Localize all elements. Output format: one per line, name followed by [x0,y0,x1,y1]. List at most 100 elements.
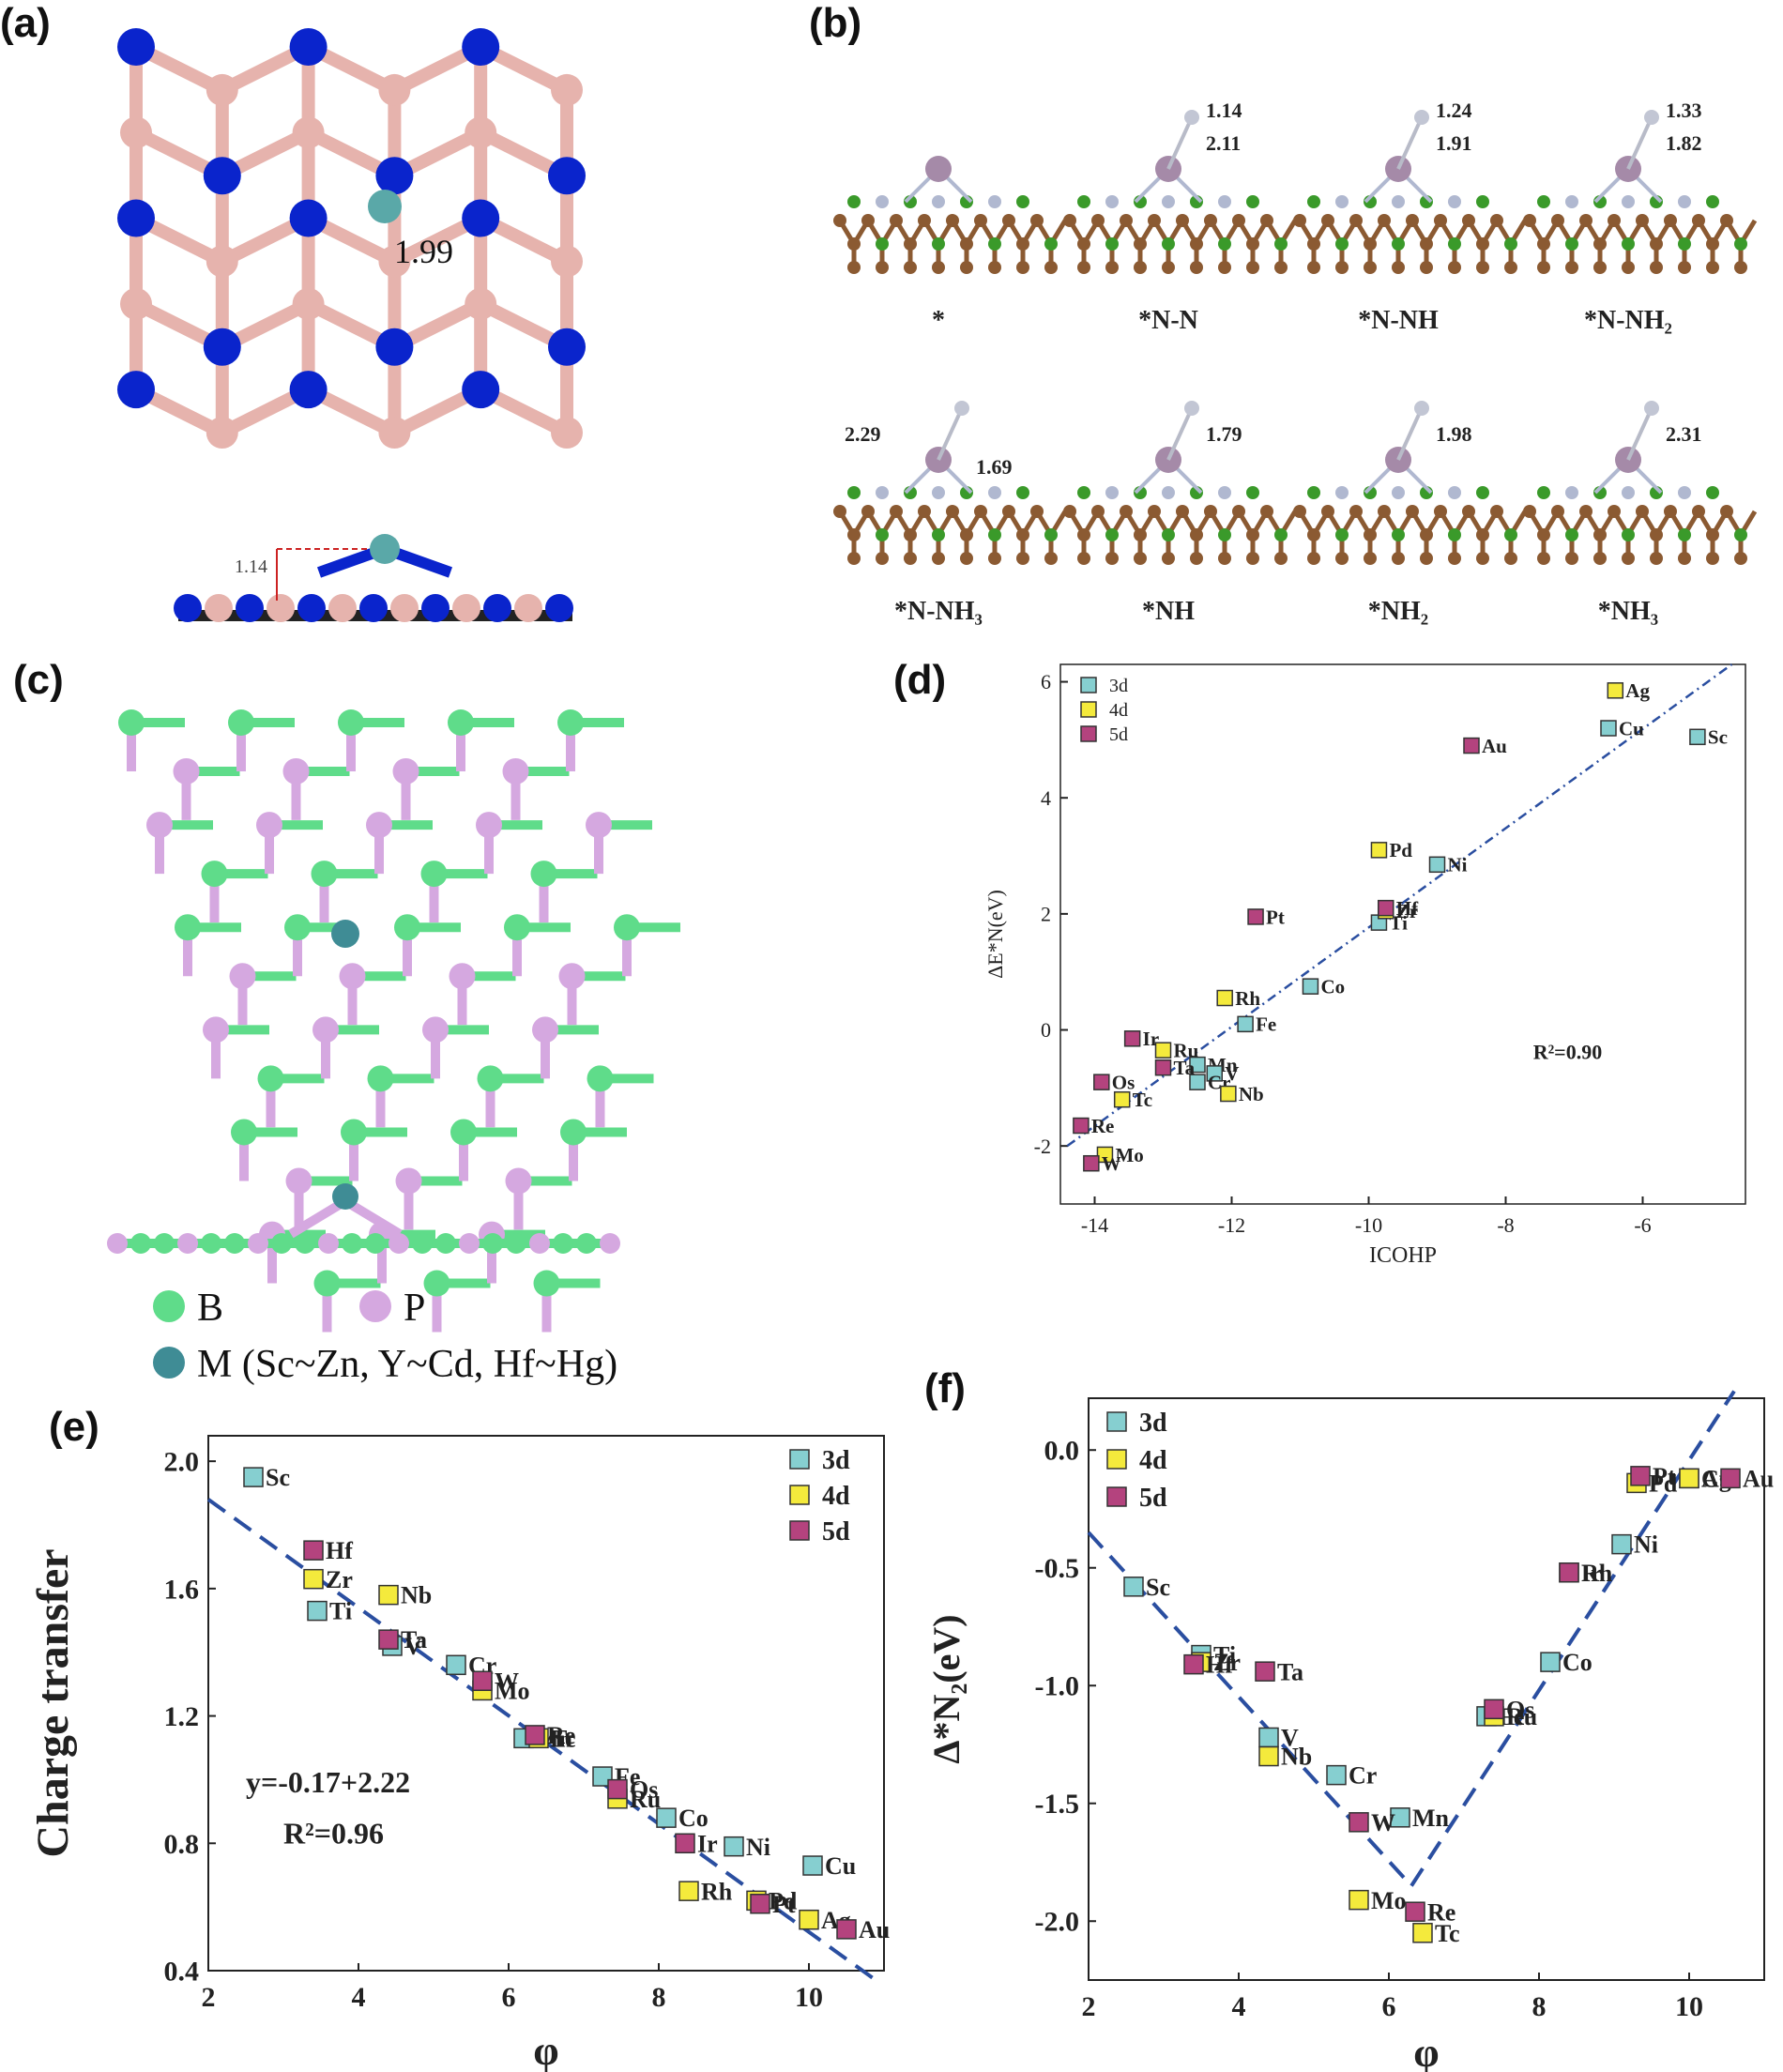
frame-atom [918,505,931,518]
data-point-sc [1689,728,1706,746]
bond-length-label: 1.79 [1206,422,1242,446]
frame-atom [1650,528,1663,541]
frame-atom [1176,214,1189,227]
phosphorus-atom [502,757,529,785]
frame-atom [1734,261,1747,274]
phosphorus-atom [532,1016,558,1044]
frame-atom [1636,214,1649,227]
frame-atom [1105,261,1119,274]
frame-atom [1162,237,1175,251]
adsorbate-bond [1166,116,1194,170]
frame-atom [1260,214,1273,227]
data-point-co [1302,978,1319,995]
frame-atom [1274,528,1288,541]
top-atom [1246,486,1259,499]
top-atom [1565,486,1578,499]
data-point-ni [1428,856,1446,874]
side-atom [174,594,202,622]
point-label-co: Co [1320,975,1345,998]
side-atom [154,1233,175,1254]
frame-atom [1504,528,1517,541]
side-view: 1.14 [174,534,573,622]
x-tick-label: 8 [1532,1991,1547,2022]
point-label-tc: Tc [1435,1920,1460,1947]
frame-atom [932,552,945,565]
chart-f: 2 4 6 8 10 -2.0 -1.5 -1.0 -0.5 0.0 φ Δ*N₂(eV) Sc Ti V C… [925,1390,1774,2072]
frame-atom [960,528,973,541]
phosphorus-atom [282,757,310,785]
frame-atom [1678,552,1691,565]
y-tick-label: 1.2 [164,1701,200,1732]
frame-atom [1260,505,1273,518]
frame-atom [1392,552,1405,565]
side-metal-atom [332,1183,358,1210]
metal-atom [925,156,952,182]
frame-atom [1551,505,1564,518]
frame-atom [1016,261,1029,274]
frame-atom [1434,505,1447,518]
data-point-au [1720,1468,1741,1489]
side-atom [576,1233,597,1254]
data-point-mn [1390,1807,1410,1828]
boron-atom [118,709,145,736]
frame-atom [1392,261,1405,274]
frame-atom [1537,528,1550,541]
boron-atom [420,861,448,888]
data-point-hf [1378,899,1394,917]
top-atom [1476,486,1489,499]
frame-atom [1044,237,1058,251]
frame-atom [1134,528,1147,541]
frame-atom [1720,505,1733,518]
top-atom [1706,195,1719,208]
data-point-v [1206,1065,1223,1082]
legend-swatch-3d [789,1449,810,1470]
legend-phosphorus-swatch [359,1290,391,1322]
top-atom [1077,195,1090,208]
data-point-ni [724,1836,744,1857]
frame-atom [1134,552,1147,565]
frame-atom [1335,237,1349,251]
frame-atom [1016,528,1029,541]
y-tick-label: 4 [1041,786,1051,810]
point-label-rh: Rh [701,1878,733,1905]
y-tick-label: -0.5 [1035,1553,1080,1584]
top-atom [1622,195,1635,208]
boron-atom [292,116,325,149]
y-axis-label: ΔE*N(eV) [983,890,1007,979]
frame-atom [1706,528,1719,541]
side-metal-atom [370,534,400,564]
side-atom [318,1233,339,1254]
frame-atom [1077,528,1090,541]
frame-atom [1190,528,1203,541]
boron-atom [206,417,238,449]
frame-atom [1523,214,1536,227]
bond-length-label: 1.99 [394,233,453,270]
legend-label-3d: 3d [822,1446,850,1475]
adsorbate-atom [1644,401,1659,416]
phosphorus-atom [312,1016,339,1044]
side-atom [514,594,542,622]
data-point-ir [1559,1562,1579,1583]
plot-frame [1088,1397,1765,1981]
frame-atom [1678,237,1691,251]
frame-atom [1044,528,1058,541]
legend-metal-label: M (Sc~Zn, Y~Cd, Hf~Hg) [197,1343,617,1386]
nitrogen-atom [203,328,241,366]
side-atom [205,594,233,622]
top-atom [1335,195,1349,208]
top-atom [1307,195,1320,208]
frame-atom [1490,505,1503,518]
data-point-pt [1247,908,1264,925]
data-point-nb [1258,1745,1279,1767]
frame-atom [1622,237,1635,251]
point-label-pt: Pt [1653,1463,1676,1490]
side-atom [297,594,326,622]
legend-phosphorus-label: P [404,1287,425,1330]
frame-atom [974,505,987,518]
frame-atom [974,214,987,227]
side-atom [600,1233,620,1254]
frame-atom [1274,552,1288,565]
side-atom [130,1233,151,1254]
data-point-au [1463,737,1480,754]
nitrogen-atom [462,28,500,66]
